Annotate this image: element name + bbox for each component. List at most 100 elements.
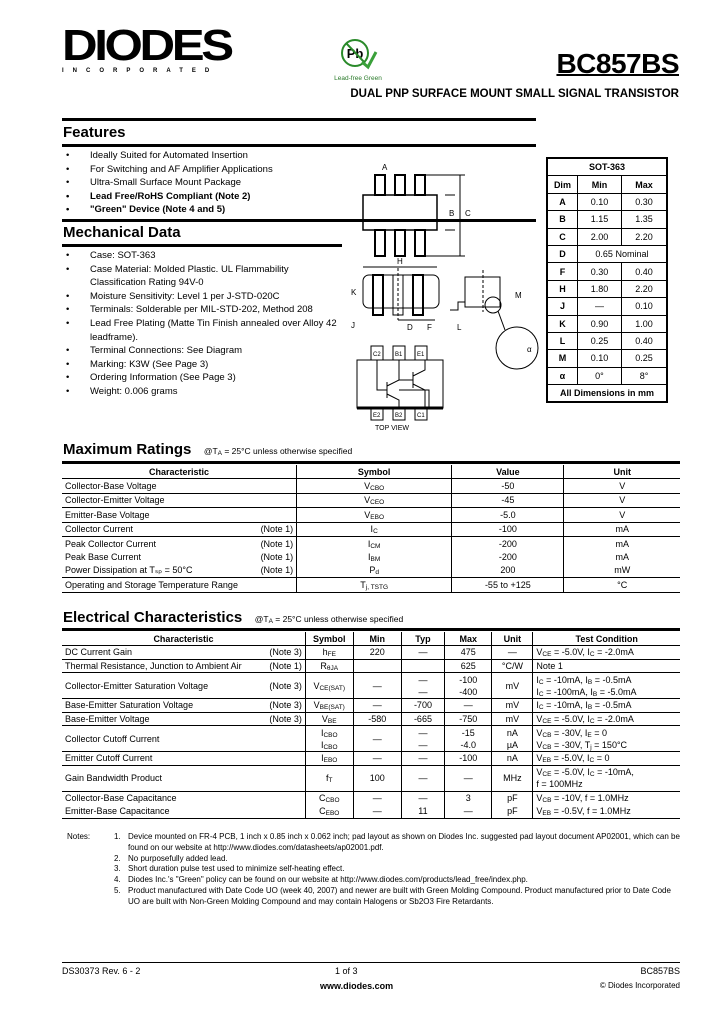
dim-name: M [546,349,578,368]
min-cell: — [352,698,402,713]
mechanical-item: Weight: 0.006 grams [62,385,342,399]
dim-label-a: A [382,163,388,172]
typ: — [418,753,428,764]
symbol-cell: CCBO [304,791,354,805]
pin-label: E1 [417,352,425,358]
dim-label-k: K [351,288,357,297]
characteristic: Gain Bandwidth Product [65,773,163,783]
notes-list: 1. Device mounted on FR-4 PCB, 1 inch x 0… [114,832,680,908]
symbol: IEBO [321,753,338,765]
symbol-subscript: EBO [370,513,385,521]
dim-name: B [546,210,578,229]
unit: pF [507,806,518,816]
note-number: 4. [114,875,121,885]
dim-label-alpha: α [527,345,532,354]
unit: nA [506,753,518,764]
characteristic-cell: Base-Emitter Saturation Voltage (Note 3) [62,698,306,713]
page-number: 1 of 3 [335,966,358,976]
characteristic-cell: Collector-Base Capacitance [62,791,305,805]
unit-cell: nA µA [491,725,533,752]
symbol-cell: hFE [304,645,354,660]
mechanical-item: Terminal Connections: See Diagram [62,344,342,358]
test-condition-cell: VCE = -5.0V, IC = -2.0mA [532,645,680,660]
divider [62,244,342,247]
max: — [463,773,473,783]
characteristic-cell: Collector Current (Note 1) [62,522,297,537]
dim-name: A [546,192,578,212]
value: -45 [451,493,564,509]
table-row: Operating and Storage Temperature Range T… [62,577,680,593]
characteristic-cell: Operating and Storage Temperature Range [62,577,297,593]
table-row: Emitter-Base Capacitance CEBO — 11 — pF VEB = … [62,804,680,819]
dim-value: 0.10 [576,349,623,368]
characteristic: Emitter-Base Capacitance [65,806,170,816]
characteristic: Emitter Cutoff Current [65,753,153,764]
pin-label: C2 [373,352,381,358]
column-header: Typ [400,632,445,646]
unit: — [507,647,517,658]
unit: pF [507,793,518,803]
dim-value: 2.20 [621,279,668,299]
dim-row: C 2.00 2.20 [546,227,668,246]
unit: µA [506,739,519,750]
pin-label: B1 [395,352,403,358]
max-ratings-header: Maximum Ratings @TA = 25°C unless otherw… [63,441,352,459]
dim-name: F [546,262,578,281]
dim-value: 2.00 [576,227,623,246]
typ: -700 [413,700,432,711]
max-cell: 3 [443,791,492,805]
unit: MHz [503,773,522,783]
pin-label: C1 [417,413,425,419]
condition-rest: = 25°C unless otherwise specified [221,446,353,456]
dim-value: 1.80 [576,279,623,299]
note-number: 3. [114,864,121,874]
logo-subtext: INCORPORATED [62,68,219,74]
max: 475 [460,647,476,658]
electrical-heading: Electrical Characteristics [63,609,243,626]
symbol-subscript: CM [370,542,381,550]
typ-cell: — [400,751,445,766]
website-link[interactable]: www.diodes.com [320,981,394,991]
device-subtitle: DUAL PNP SURFACE MOUNT SMALL SIGNAL TRAN… [350,88,679,100]
mechanical-heading: Mechanical Data [63,224,181,241]
symbol: P [369,565,376,576]
typ-cell: — [400,645,445,660]
test-condition: Note 1 [536,660,563,671]
dim-value: 0.10 [621,297,668,316]
symbol-cell: Pd [296,563,452,579]
max-cell: -15 -4.0 [443,725,492,752]
dim-header-row: Dim Min Max [546,175,668,194]
condition-text: @T [203,446,218,456]
mechanical-item: Ordering Information (See Page 3) [62,371,342,385]
typ: — [418,739,428,750]
table-row: Emitter Cutoff Current IEBO — — -100 nA VEB = … [62,751,680,766]
column-header: Min [352,632,402,646]
note-ref: (Note 1) [260,524,294,535]
max-cell: -100 [443,751,492,766]
max-ratings-heading: Maximum Ratings [63,441,192,458]
test-condition: VCE = -5.0V, IC = -2.0mA [536,647,634,659]
value: -55 to +125 [451,577,564,593]
column-header: Characteristic [62,465,297,480]
notes-label: Notes: [67,832,91,841]
note-item: 4. Diodes Inc.'s "Green" policy can be fo… [114,875,680,886]
note-text: Product manufactured with Date Code UO (… [128,885,671,906]
max: — [463,700,473,711]
dim-value: 0.25 [576,331,623,351]
condition-text: @T [254,614,269,624]
table-row: Base-Emitter Voltage (Note 3) VBE -580 -665 -… [62,712,680,726]
min-cell: — [352,791,402,805]
test-condition-cell: VEB = -0.5V, f = 1.0MHz [532,804,680,819]
min-cell: 100 [352,765,402,792]
note-text: Short duration pulse test used to minimi… [128,864,345,874]
typ-cell: -665 [400,712,445,726]
unit: °C [563,577,680,593]
characteristic: Collector-Base Voltage [65,481,157,492]
symbol-cell: ICBO ICBO [304,725,354,752]
max: 3 [465,793,471,803]
unit: mA [563,536,680,551]
dim-value: 0.10 [576,192,623,212]
table-row: Collector Current (Note 1) IC -100 mA [62,522,680,537]
test-condition: VCE = -5.0V, IC = -2.0mA [536,713,634,725]
characteristic-cell: DC Current Gain (Note 3) [62,645,306,660]
